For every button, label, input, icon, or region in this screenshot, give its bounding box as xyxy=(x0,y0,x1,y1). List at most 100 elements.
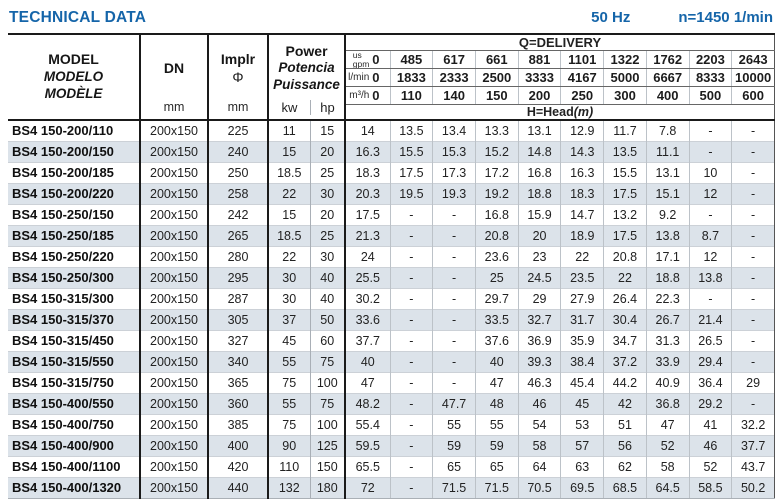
head-value-cell: - xyxy=(731,392,775,414)
delivery-header-value: 1833 xyxy=(390,68,434,87)
hp-cell: 30 xyxy=(310,245,347,267)
head-value-cell: 37.7 xyxy=(731,434,775,456)
table-row: BS4 150-200/110 200x150 225 11 15 14 13.5 13.4 1… xyxy=(8,119,775,141)
head-value-cell: 71.5 xyxy=(432,476,476,499)
delivery-header-value: 8333 xyxy=(689,68,733,87)
head-value-cell: 26.7 xyxy=(646,308,690,330)
head-value-cell: 19.5 xyxy=(390,182,434,204)
head-value-cell: 17.5 xyxy=(345,203,391,225)
model-cell: BS4 150-400/1320 xyxy=(8,476,141,499)
head-value-cell: - xyxy=(731,308,775,330)
model-header-es: MODELO xyxy=(43,68,104,84)
kw-cell: 110 xyxy=(268,455,311,477)
kw-unit: kw xyxy=(269,100,311,115)
head-value-cell: 18.8 xyxy=(518,182,562,204)
model-cell: BS4 150-400/750 xyxy=(8,413,141,435)
head-value-cell: - xyxy=(390,329,434,351)
model-column-header: MODEL MODELO MODÈLE xyxy=(8,33,141,120)
head-value-cell: - xyxy=(390,245,434,267)
head-value-cell: 13.5 xyxy=(603,140,647,162)
table-row: BS4 150-200/185 200x150 250 18.5 25 18.3 17.5 1… xyxy=(8,161,775,183)
hp-cell: 75 xyxy=(310,392,347,414)
head-value-cell: 48.2 xyxy=(345,392,391,414)
dn-cell: 200x150 xyxy=(140,329,209,351)
delivery-unit-lmin: l/min 0 xyxy=(345,68,391,87)
head-value-cell: 57 xyxy=(560,434,605,456)
head-value-cell: 27.9 xyxy=(560,287,605,309)
head-value-cell: 47 xyxy=(646,413,690,435)
head-value-cell: 35.9 xyxy=(560,329,605,351)
hp-cell: 40 xyxy=(310,266,347,288)
lmin-unit-label: l/min xyxy=(348,71,370,83)
model-cell: BS4 150-200/150 xyxy=(8,140,141,162)
head-value-cell: - xyxy=(390,287,434,309)
table-row: BS4 150-315/550 200x150 340 55 75 40- -40 39.3 3… xyxy=(8,350,775,372)
delivery-zero: 0 xyxy=(372,52,380,67)
head-value-cell: 14 xyxy=(345,119,391,141)
head-value-cell: 19.3 xyxy=(432,182,476,204)
head-value-cell: 9.2 xyxy=(646,203,690,225)
head-value-cell: 23.6 xyxy=(475,245,519,267)
delivery-zero: 0 xyxy=(372,88,380,103)
power-column-header: Power Potencia Puissance kw hp xyxy=(268,33,347,120)
dn-cell: 200x150 xyxy=(140,476,209,499)
impeller-cell: 340 xyxy=(208,350,269,372)
delivery-header-value: 3333 xyxy=(518,68,562,87)
model-header-en: MODEL xyxy=(48,51,99,68)
head-value-cell: 30.4 xyxy=(603,308,647,330)
head-value-cell: 64 xyxy=(518,455,562,477)
kw-cell: 15 xyxy=(268,203,311,225)
head-value-cell: - xyxy=(731,224,775,246)
head-value-cell: 12 xyxy=(689,182,733,204)
delivery-header-value: 485 xyxy=(390,50,434,69)
head-value-cell: 55 xyxy=(432,413,476,435)
dn-cell: 200x150 xyxy=(140,413,209,435)
head-value-cell: 31.3 xyxy=(646,329,690,351)
delivery-header-value: 600 xyxy=(731,86,775,105)
head-value-cell: - xyxy=(731,161,775,183)
head-value-cell: 24.5 xyxy=(518,266,562,288)
page-title: TECHNICAL DATA xyxy=(9,9,147,26)
head-value-cell: 26.4 xyxy=(603,287,647,309)
head-value-cell: 8.7 xyxy=(689,224,733,246)
table-row: BS4 150-250/300 200x150 295 30 40 25.5- -25 24.… xyxy=(8,266,775,288)
head-value-cell: 7.8 xyxy=(646,119,690,141)
head-value-cell: 52 xyxy=(689,455,733,477)
head-value-cell: 13.5 xyxy=(390,119,434,141)
head-value-cell: 40 xyxy=(475,350,519,372)
head-value-cell: 17.5 xyxy=(390,161,434,183)
delivery-header-value: 1322 xyxy=(603,50,647,69)
head-value-cell: 18.3 xyxy=(345,161,391,183)
frequency-label: 50 Hz xyxy=(591,9,631,26)
head-value-cell: 17.2 xyxy=(475,161,519,183)
head-value-cell: 54 xyxy=(518,413,562,435)
hp-cell: 100 xyxy=(310,371,347,393)
head-value-cell: 36.8 xyxy=(646,392,690,414)
impeller-column-header: Implr Φ mm xyxy=(208,33,269,120)
model-cell: BS4 150-200/185 xyxy=(8,161,141,183)
delivery-header-value: 200 xyxy=(518,86,562,105)
delivery-header-value: 2500 xyxy=(475,68,519,87)
kw-cell: 55 xyxy=(268,392,311,414)
table-row: BS4 150-400/550 200x150 360 55 75 48.2-47.7 48… xyxy=(8,392,775,414)
hp-cell: 20 xyxy=(310,203,347,225)
kw-cell: 22 xyxy=(268,182,311,204)
power-label-fr: Puissance xyxy=(273,77,340,93)
impeller-cell: 400 xyxy=(208,434,269,456)
delivery-header-value: 2643 xyxy=(731,50,775,69)
head-value-cell: 36.4 xyxy=(689,371,733,393)
head-value-cell: 13.2 xyxy=(603,203,647,225)
head-value-cell: 15.9 xyxy=(518,203,562,225)
dn-cell: 200x150 xyxy=(140,224,209,246)
impeller-cell: 280 xyxy=(208,245,269,267)
kw-cell: 132 xyxy=(268,476,311,499)
dn-cell: 200x150 xyxy=(140,119,209,141)
table-row: BS4 150-200/150 200x150 240 15 20 16.3 15.5 15.… xyxy=(8,140,775,162)
head-value-cell: 39.3 xyxy=(518,350,562,372)
head-value-cell: 72 xyxy=(345,476,391,499)
dn-cell: 200x150 xyxy=(140,203,209,225)
head-value-cell: 48 xyxy=(475,392,519,414)
hp-cell: 20 xyxy=(310,140,347,162)
head-value-cell: - xyxy=(390,266,434,288)
hp-cell: 15 xyxy=(310,119,347,141)
